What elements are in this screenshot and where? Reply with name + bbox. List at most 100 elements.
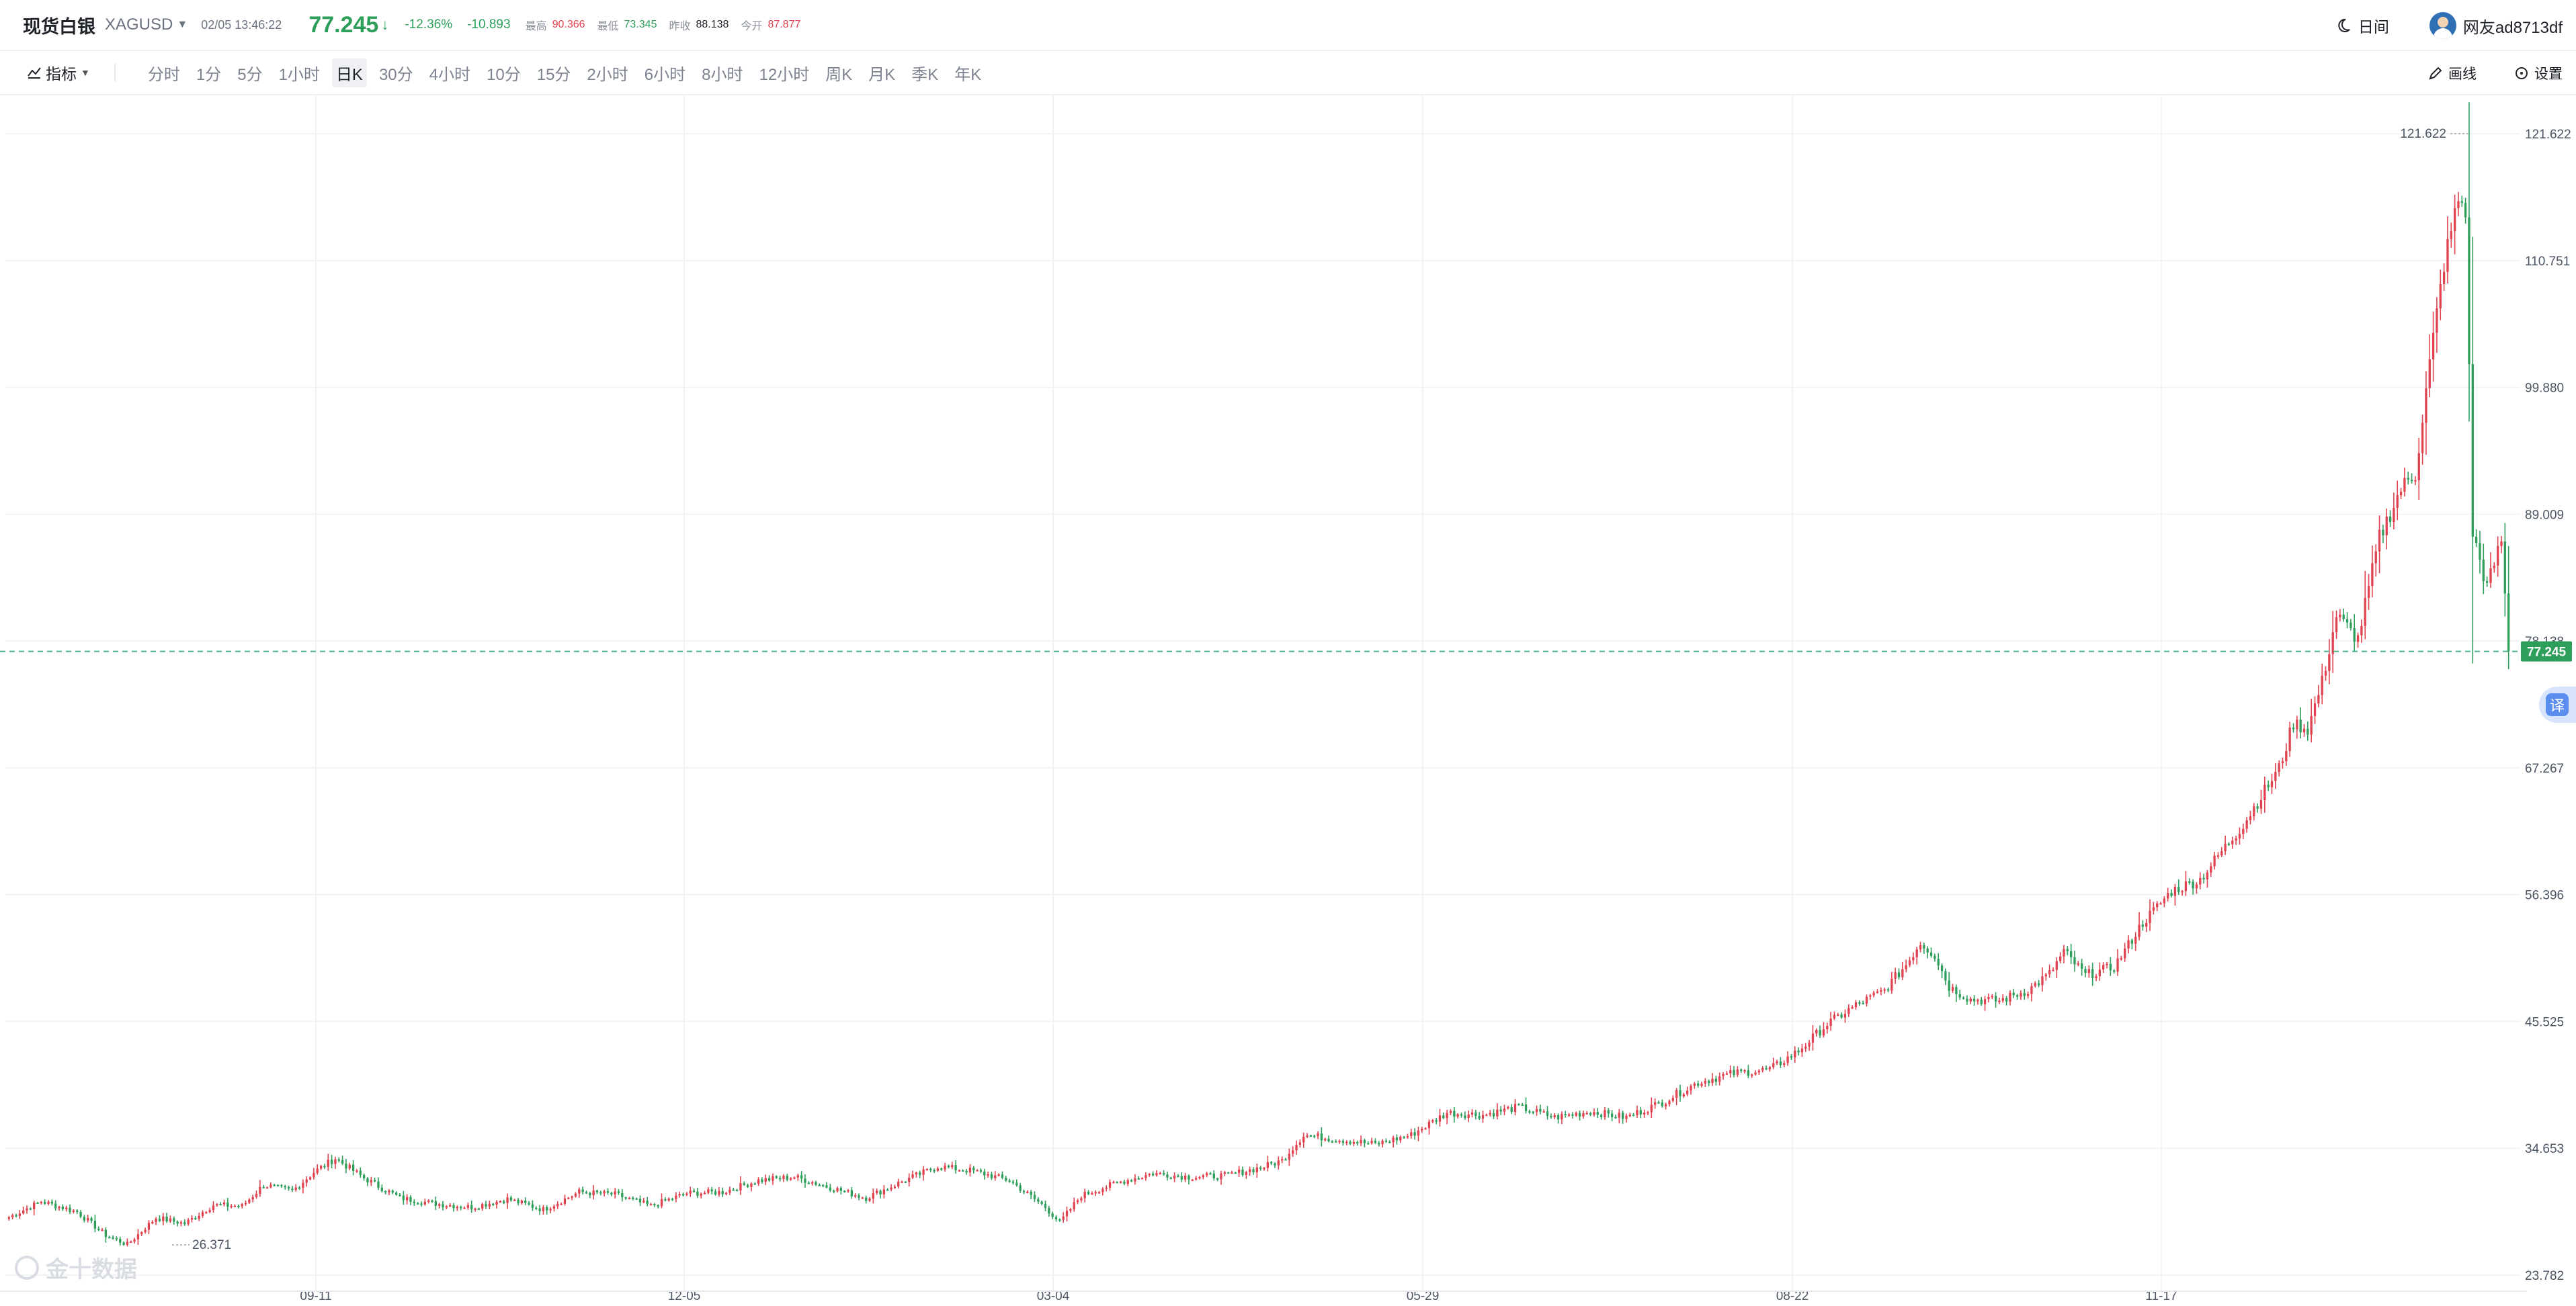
candle-body	[1065, 1211, 1069, 1217]
kline-chart-area[interactable]: 121.622110.75199.88089.00978.13867.26756…	[0, 95, 2576, 1306]
candle-body	[1145, 1175, 1147, 1178]
period-tab-7[interactable]: 10分	[487, 65, 521, 84]
symbol-dropdown-icon[interactable]: ▼	[177, 19, 188, 30]
candle-body	[327, 1160, 329, 1167]
candle-body	[1123, 1181, 1126, 1184]
candle-body	[1306, 1135, 1308, 1137]
candle-body	[1915, 949, 1918, 957]
candle-body	[621, 1192, 624, 1198]
candle-body	[2436, 308, 2438, 333]
period-tab-5[interactable]: 30分	[378, 65, 413, 84]
candle-body	[1492, 1113, 1495, 1117]
candle-body	[2030, 986, 2033, 994]
candle-body	[703, 1192, 706, 1194]
candle-body	[1596, 1112, 1599, 1115]
theme-toggle-button[interactable]: 日间	[2335, 14, 2389, 37]
candle-body	[1116, 1182, 1118, 1184]
settings-button[interactable]: 设置	[2514, 63, 2563, 83]
candle-body	[1980, 1000, 1983, 1004]
draw-line-button[interactable]: 画线	[2428, 63, 2477, 83]
candle-body	[811, 1182, 814, 1184]
candle-body	[739, 1183, 742, 1191]
candle-body	[294, 1187, 297, 1190]
candle-body	[76, 1210, 79, 1213]
candle-body	[323, 1166, 326, 1168]
candle-body	[337, 1159, 340, 1161]
user-name[interactable]: 网友ad8713df	[2462, 18, 2563, 37]
period-tab-8[interactable]: 15分	[536, 65, 571, 84]
period-tab-9[interactable]: 2小时	[587, 65, 628, 84]
period-tab-12[interactable]: 12小时	[759, 65, 810, 84]
period-tab-13[interactable]: 周K	[825, 65, 853, 84]
user-menu[interactable]: 网友ad8713df	[2429, 12, 2563, 39]
period-tab-2[interactable]: 5分	[237, 65, 263, 84]
candle-body	[173, 1218, 175, 1222]
candle-body	[886, 1189, 889, 1191]
candle-body	[1460, 1114, 1463, 1116]
period-tab-1[interactable]: 1分	[196, 65, 222, 84]
low-label: 最低	[597, 21, 619, 32]
candle-body	[890, 1187, 892, 1190]
candle-body	[280, 1184, 283, 1186]
candle-body	[1288, 1153, 1291, 1160]
indicator-button[interactable]: 指标 ▼	[27, 61, 90, 84]
period-tab-10[interactable]: 6小时	[644, 65, 686, 84]
candle-body	[201, 1212, 204, 1216]
candle-body	[1015, 1182, 1018, 1186]
candle-body	[44, 1202, 46, 1204]
kline-chart[interactable]: 121.622110.75199.88089.00978.13867.26756…	[0, 95, 2576, 1306]
candle-body	[1987, 996, 1990, 1000]
candle-body	[1604, 1110, 1606, 1118]
period-tab-11[interactable]: 8小时	[702, 65, 743, 84]
period-tab-14[interactable]: 月K	[868, 65, 896, 84]
candle-body	[936, 1168, 940, 1171]
candle-body	[2281, 761, 2284, 764]
candle-body	[1166, 1174, 1169, 1178]
translate-button[interactable]: 译	[2539, 687, 2576, 723]
candle-body	[460, 1207, 462, 1209]
candle-body	[466, 1205, 470, 1208]
candle-body	[370, 1180, 372, 1183]
y-tick-label: 89.009	[2525, 508, 2564, 522]
candle-body	[140, 1232, 143, 1235]
candle-body	[1363, 1139, 1366, 1143]
period-tab-15[interactable]: 季K	[911, 65, 939, 84]
period-tab-16[interactable]: 年K	[954, 65, 982, 84]
candle-body	[445, 1206, 448, 1208]
candle-body	[158, 1218, 161, 1221]
candle-body	[1948, 980, 1950, 991]
candle-body	[1998, 1000, 2001, 1002]
candle-body	[259, 1186, 261, 1194]
period-tab-0[interactable]: 分时	[147, 65, 180, 84]
candle-body	[2235, 838, 2237, 841]
candle-body	[1708, 1080, 1710, 1084]
period-tab-3[interactable]: 1小时	[278, 65, 320, 84]
candle-body	[503, 1201, 505, 1203]
candle-body	[542, 1207, 545, 1211]
candle-body	[1733, 1070, 1735, 1075]
period-tab-4[interactable]: 日K	[331, 58, 367, 87]
candle-body	[1819, 1030, 1821, 1036]
candle-body	[753, 1183, 756, 1185]
candle-body	[1636, 1110, 1638, 1115]
candle-body	[1837, 1014, 1839, 1016]
candle-body	[255, 1193, 258, 1197]
candle-body	[474, 1208, 476, 1210]
candle-body	[2356, 635, 2360, 642]
candle-body	[1205, 1173, 1208, 1176]
candle-body	[97, 1228, 100, 1230]
candle-body	[380, 1187, 383, 1191]
candle-body	[947, 1166, 950, 1168]
candle-body	[1022, 1190, 1026, 1192]
candle-body	[2360, 625, 2363, 636]
avatar[interactable]	[2429, 12, 2456, 39]
candle-body	[1169, 1177, 1172, 1179]
candle-body	[1926, 948, 1929, 953]
candle-body	[305, 1179, 308, 1183]
period-tab-6[interactable]: 4小时	[429, 65, 471, 84]
candle-body	[2012, 992, 2015, 996]
candle-body	[2249, 816, 2252, 821]
symbol-code[interactable]: XAGUSD	[105, 15, 173, 34]
candle-body	[908, 1177, 911, 1182]
candle-body	[990, 1174, 993, 1178]
